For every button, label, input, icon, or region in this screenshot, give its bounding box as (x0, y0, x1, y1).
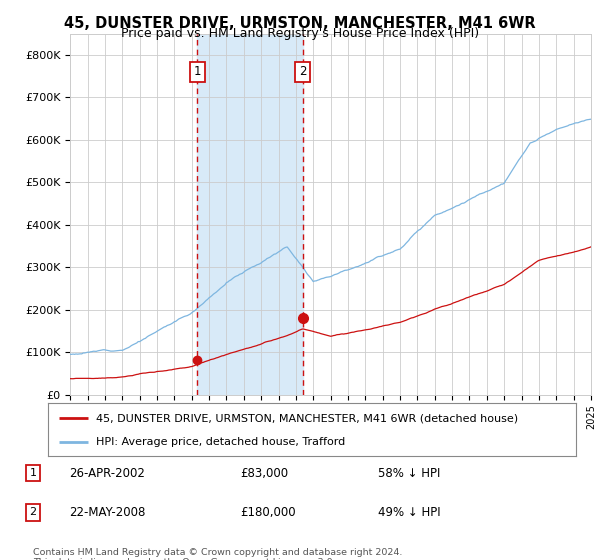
Text: 26-APR-2002: 26-APR-2002 (69, 466, 145, 480)
Text: 45, DUNSTER DRIVE, URMSTON, MANCHESTER, M41 6WR: 45, DUNSTER DRIVE, URMSTON, MANCHESTER, … (64, 16, 536, 31)
Text: 1: 1 (29, 468, 37, 478)
Text: 2: 2 (29, 507, 37, 517)
Text: £180,000: £180,000 (240, 506, 296, 519)
Text: 22-MAY-2008: 22-MAY-2008 (69, 506, 145, 519)
Text: Contains HM Land Registry data © Crown copyright and database right 2024.
This d: Contains HM Land Registry data © Crown c… (33, 548, 403, 560)
Text: 45, DUNSTER DRIVE, URMSTON, MANCHESTER, M41 6WR (detached house): 45, DUNSTER DRIVE, URMSTON, MANCHESTER, … (95, 413, 518, 423)
Text: HPI: Average price, detached house, Trafford: HPI: Average price, detached house, Traf… (95, 436, 345, 446)
Text: 49% ↓ HPI: 49% ↓ HPI (378, 506, 440, 519)
Text: 58% ↓ HPI: 58% ↓ HPI (378, 466, 440, 480)
Text: Price paid vs. HM Land Registry's House Price Index (HPI): Price paid vs. HM Land Registry's House … (121, 27, 479, 40)
Text: 1: 1 (194, 66, 201, 78)
Bar (197, 34, 302, 395)
Text: £83,000: £83,000 (240, 466, 288, 480)
Text: 2: 2 (299, 66, 307, 78)
